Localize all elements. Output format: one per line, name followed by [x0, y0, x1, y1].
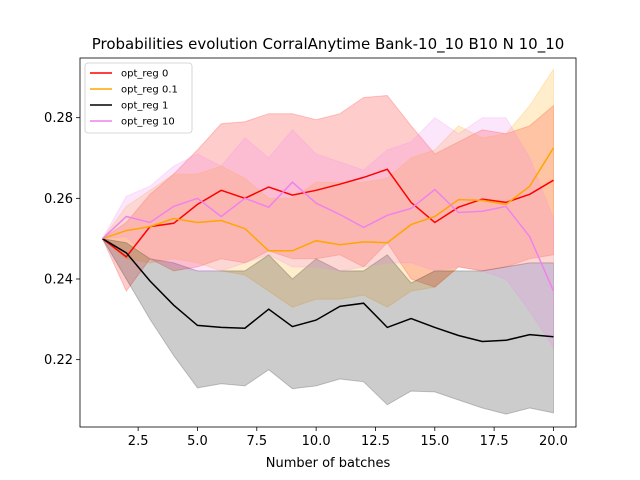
x-axis-label: Number of batches — [266, 456, 391, 471]
x-tick-label: 7.5 — [246, 434, 267, 449]
x-tick-label: 10.0 — [302, 434, 331, 449]
line-opt-reg-10 — [101, 181, 555, 292]
confidence-bands — [101, 67, 554, 415]
line-opt-reg-1 — [102, 238, 554, 343]
x-axis-ticks: 2.5 5.0 7.5 10.0 12.5 15.0 17.5 20.0 — [128, 427, 568, 449]
legend-label: opt_reg 1 — [121, 101, 168, 112]
legend-label: opt_reg 10 — [121, 117, 175, 128]
plot-frame — [79, 57, 577, 428]
x-tick-label: 12.5 — [361, 434, 390, 449]
line-opt-reg-0-1 — [102, 147, 555, 252]
chart-title: Probabilities evolution CorralAnytime Ba… — [92, 35, 565, 54]
y-tick-label: 0.22 — [44, 353, 73, 368]
y-tick-label: 0.24 — [44, 272, 73, 287]
y-axis-ticks: 0.22 0.24 0.26 0.28 — [44, 111, 80, 368]
band-opt-reg-0-1 — [101, 67, 554, 308]
x-tick-label: 2.5 — [128, 434, 149, 449]
band-opt-reg-1 — [101, 238, 554, 415]
y-tick-label: 0.26 — [44, 192, 73, 207]
legend-label: opt_reg 0.1 — [121, 85, 178, 96]
band-opt-reg-10 — [101, 117, 554, 350]
series-lines — [101, 147, 555, 343]
legend-box — [84, 62, 193, 134]
x-tick-label: 5.0 — [187, 434, 208, 449]
x-tick-label: 15.0 — [420, 434, 449, 449]
x-tick-label: 17.5 — [480, 434, 509, 449]
legend-label: opt_reg 0 — [121, 69, 168, 80]
x-tick-label: 20.0 — [539, 434, 568, 449]
y-tick-label: 0.28 — [44, 111, 73, 126]
legend: opt_reg 0 opt_reg 0.1 opt_reg 1 opt_reg 10 — [84, 62, 193, 134]
